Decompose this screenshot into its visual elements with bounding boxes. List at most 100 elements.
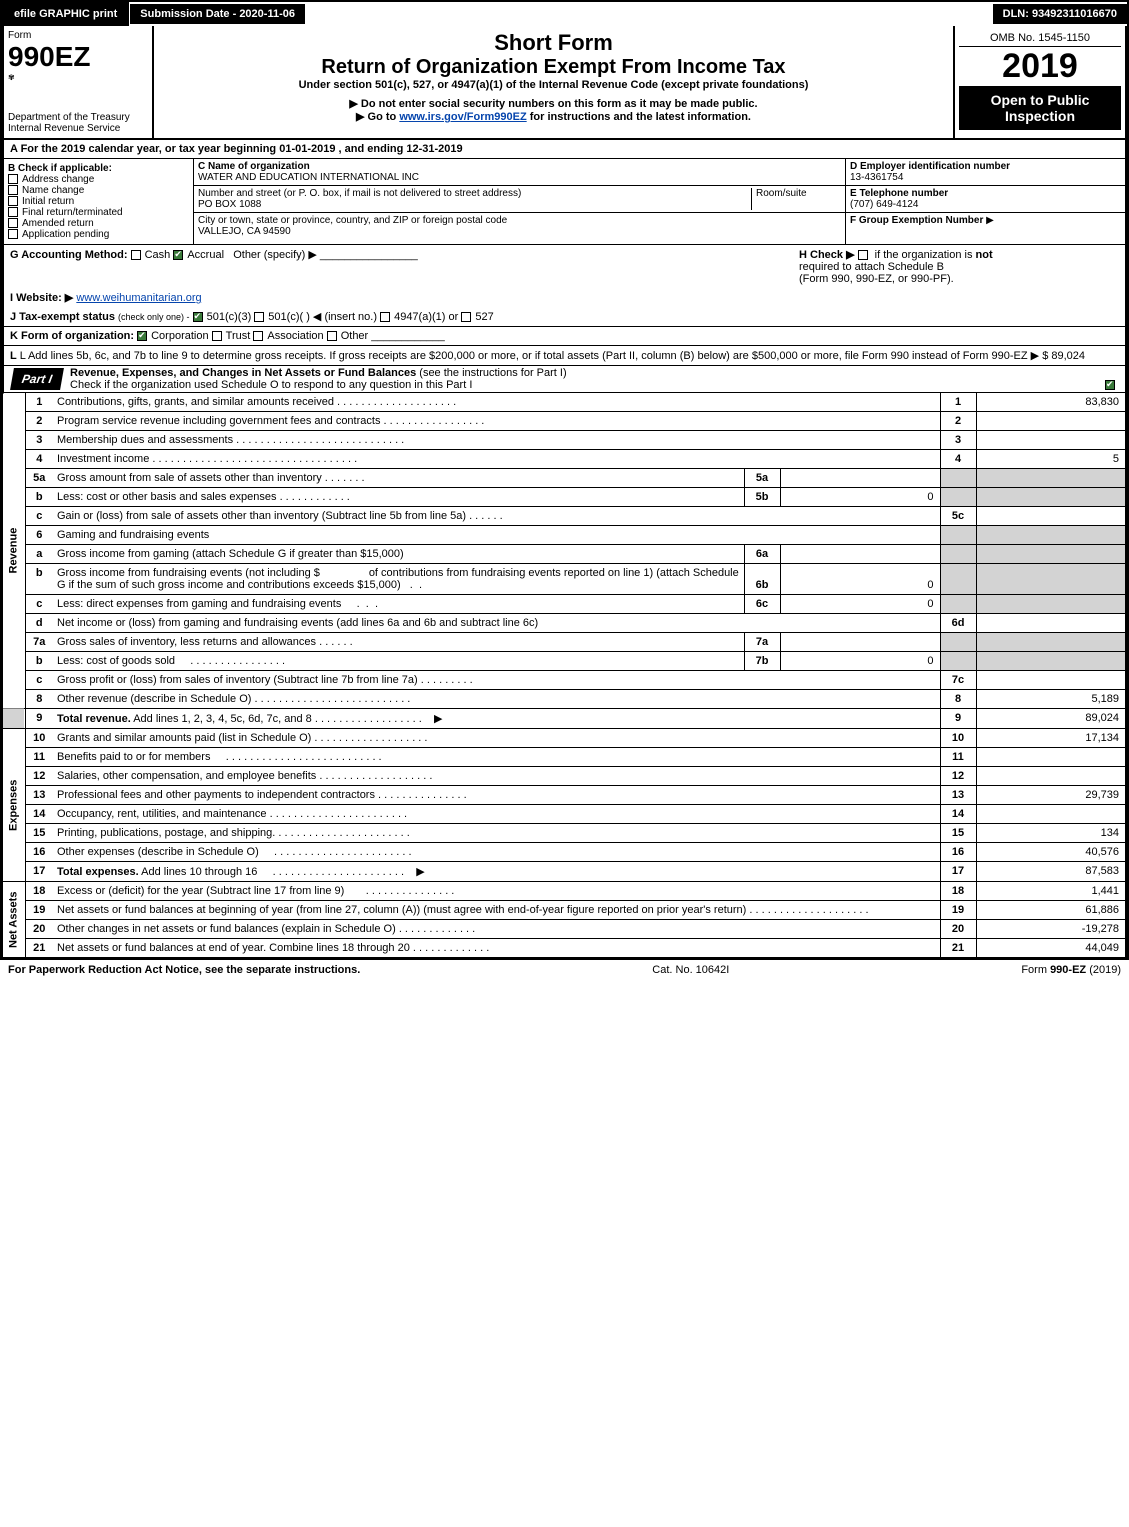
revenue-table: Revenue 1Contributions, gifts, grants, a… <box>2 393 1127 958</box>
form-word: Form <box>8 30 148 41</box>
part-1-header: Part I Revenue, Expenses, and Changes in… <box>2 366 1127 393</box>
period-line: A For the 2019 calendar year, or tax yea… <box>2 140 1127 159</box>
table-row: Revenue 1Contributions, gifts, grants, a… <box>3 393 1126 412</box>
org-address: PO BOX 1088 <box>198 199 261 210</box>
table-row: dNet income or (loss) from gaming and fu… <box>3 614 1126 633</box>
line-j: J Tax-exempt status (check only one) - 5… <box>2 307 1127 327</box>
chk-association[interactable] <box>253 331 263 341</box>
box-b-label: B Check if applicable: <box>8 163 189 174</box>
chk-other-org[interactable] <box>327 331 337 341</box>
arrow-icon: ▶ <box>986 215 994 226</box>
chk-cash[interactable] <box>131 250 141 260</box>
chk-501c3[interactable] <box>193 312 203 322</box>
table-row: 21Net assets or fund balances at end of … <box>3 939 1126 958</box>
table-row: 14Occupancy, rent, utilities, and mainte… <box>3 805 1126 824</box>
line-h-text3: (Form 990, 990-EZ, or 990-PF). <box>799 273 954 285</box>
line-i-label: I Website: ▶ <box>10 292 73 304</box>
note-goto-post: for instructions and the latest informat… <box>530 111 751 123</box>
line-k-label: K Form of organization: <box>10 330 134 342</box>
chk-accrual[interactable] <box>173 250 183 260</box>
table-row: 20Other changes in net assets or fund ba… <box>3 920 1126 939</box>
chk-name-change[interactable] <box>8 185 18 195</box>
table-row: 17Total expenses. Add lines 10 through 1… <box>3 862 1126 882</box>
part-1-tag: Part I <box>10 368 64 390</box>
table-row: 19Net assets or fund balances at beginni… <box>3 901 1126 920</box>
chk-address-change[interactable] <box>8 174 18 184</box>
footer-cat-no: Cat. No. 10642I <box>652 964 729 976</box>
chk-line-h[interactable] <box>858 250 868 260</box>
table-row: 13Professional fees and other payments t… <box>3 786 1126 805</box>
dept-treasury: Department of the Treasury <box>8 112 148 123</box>
table-row: 4Investment income . . . . . . . . . . .… <box>3 450 1126 469</box>
chk-schedule-o[interactable] <box>1105 380 1115 390</box>
ein-value: 13-4361754 <box>850 172 903 183</box>
table-row: cLess: direct expenses from gaming and f… <box>3 595 1126 614</box>
open-to-public: Open to Public Inspection <box>959 86 1121 130</box>
table-row: Expenses 10Grants and similar amounts pa… <box>3 729 1126 748</box>
line-g-h: G Accounting Method: Cash Accrual Other … <box>2 245 1127 288</box>
box-c-addr-label: Number and street (or P. O. box, if mail… <box>198 188 521 199</box>
revenue-section-label: Revenue <box>3 393 25 709</box>
table-row: aGross income from gaming (attach Schedu… <box>3 545 1126 564</box>
treasury-seal-icon: ✾ <box>8 73 148 82</box>
chk-amended-return[interactable] <box>8 218 18 228</box>
table-row: 2Program service revenue including gover… <box>3 412 1126 431</box>
website-link[interactable]: www.weihumanitarian.org <box>76 292 201 304</box>
line-l-amount: $ 89,024 <box>1042 350 1085 362</box>
arrow-icon: ▶ <box>356 111 368 123</box>
submission-date-button[interactable]: Submission Date - 2020-11-06 <box>129 3 306 25</box>
table-row: 15Printing, publications, postage, and s… <box>3 824 1126 843</box>
table-row: 3Membership dues and assessments . . . .… <box>3 431 1126 450</box>
subtitle: Under section 501(c), 527, or 4947(a)(1)… <box>158 79 949 91</box>
table-row: 16Other expenses (describe in Schedule O… <box>3 843 1126 862</box>
box-d-label: D Employer identification number <box>850 161 1010 172</box>
table-row: 9Total revenue. Add lines 1, 2, 3, 4, 5c… <box>3 709 1126 729</box>
irs-link[interactable]: www.irs.gov/Form990EZ <box>399 111 526 123</box>
table-row: Net Assets 18Excess or (deficit) for the… <box>3 882 1126 901</box>
chk-initial-return[interactable] <box>8 196 18 206</box>
line-g-label: G Accounting Method: <box>10 249 128 261</box>
line-j-label: J Tax-exempt status <box>10 311 115 323</box>
chk-corporation[interactable] <box>137 331 147 341</box>
chk-application-pending[interactable] <box>8 229 18 239</box>
telephone-value: (707) 649-4124 <box>850 199 918 210</box>
box-c-city-label: City or town, state or province, country… <box>198 215 507 226</box>
chk-501c[interactable] <box>254 312 264 322</box>
form-header: Form 990EZ ✾ Department of the Treasury … <box>2 26 1127 140</box>
chk-final-return[interactable] <box>8 207 18 217</box>
box-e-label: E Telephone number <box>850 188 948 199</box>
top-bar: efile GRAPHIC print Submission Date - 20… <box>2 2 1127 26</box>
table-row: bGross income from fundraising events (n… <box>3 564 1126 595</box>
table-row: 5aGross amount from sale of assets other… <box>3 469 1126 488</box>
box-f-label: F Group Exemption Number <box>850 215 983 226</box>
line-k: K Form of organization: Corporation Trus… <box>2 327 1127 346</box>
org-city: VALLEJO, CA 94590 <box>198 226 291 237</box>
omb-number: OMB No. 1545-1150 <box>959 30 1121 47</box>
expenses-section-label: Expenses <box>3 729 25 882</box>
chk-4947[interactable] <box>380 312 390 322</box>
chk-527[interactable] <box>461 312 471 322</box>
chk-trust[interactable] <box>212 331 222 341</box>
table-row: cGross profit or (loss) from sales of in… <box>3 671 1126 690</box>
tax-year: 2019 <box>959 47 1121 86</box>
box-c-name-label: C Name of organization <box>198 161 310 172</box>
identity-block: B Check if applicable: Address change Na… <box>2 159 1127 245</box>
netassets-section-label: Net Assets <box>3 882 25 958</box>
line-h-pre: H Check ▶ <box>799 249 858 261</box>
form-number: 990EZ <box>8 41 148 73</box>
table-row: 8Other revenue (describe in Schedule O) … <box>3 690 1126 709</box>
part-1-check-note: Check if the organization used Schedule … <box>70 379 472 391</box>
efile-print-button[interactable]: efile GRAPHIC print <box>2 2 129 26</box>
footer-right: Form 990-EZ (2019) <box>1021 964 1121 976</box>
line-h-text2: required to attach Schedule B <box>799 261 944 273</box>
table-row: 11Benefits paid to or for members . . . … <box>3 748 1126 767</box>
part-1-note: (see the instructions for Part I) <box>419 367 566 379</box>
table-row: bLess: cost of goods sold . . . . . . . … <box>3 652 1126 671</box>
footer-left: For Paperwork Reduction Act Notice, see … <box>8 964 360 976</box>
title-return: Return of Organization Exempt From Incom… <box>158 56 949 79</box>
table-row: 6Gaming and fundraising events <box>3 526 1126 545</box>
arrow-icon: ▶ <box>1031 350 1039 362</box>
note-ssn: Do not enter social security numbers on … <box>158 97 949 110</box>
line-l-text: L Add lines 5b, 6c, and 7b to line 9 to … <box>20 350 1028 362</box>
dln-label: DLN: 93492311016670 <box>993 4 1127 24</box>
